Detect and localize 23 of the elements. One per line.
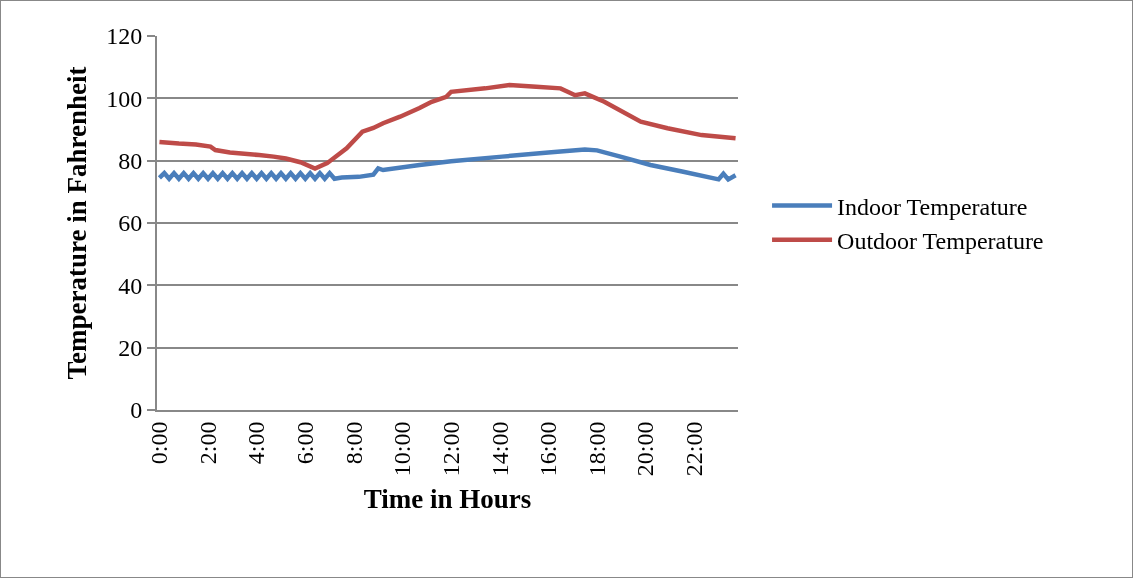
y-tick-label: 0	[130, 397, 143, 424]
x-tick-label: 22:00	[681, 421, 708, 477]
x-tick-label: 4:00	[243, 421, 270, 465]
x-tick-label: 8:00	[340, 421, 367, 465]
x-axis-title: Time in Hours	[363, 484, 532, 515]
x-tick-label: 12:00	[437, 421, 464, 477]
x-tick-label: 14:00	[486, 421, 513, 477]
x-tick-label: 20:00	[632, 421, 659, 477]
y-tick-label: 20	[118, 335, 143, 362]
y-tick-label: 80	[118, 148, 143, 175]
y-tick-label: 60	[118, 210, 143, 237]
y-tick-label: 120	[106, 23, 143, 50]
x-tick-label: 2:00	[194, 421, 221, 465]
legend-label: Indoor Temperature	[837, 193, 1028, 220]
x-tick-label: 6:00	[292, 421, 319, 465]
legend-label: Outdoor Temperature	[837, 228, 1044, 255]
x-tick-label: 16:00	[535, 421, 562, 477]
x-tick-label: 0:00	[146, 421, 173, 465]
y-tick-label: 40	[118, 272, 143, 299]
y-axis-title: Temperature in Fahrenheit	[61, 66, 92, 380]
x-tick-label: 10:00	[389, 421, 416, 477]
x-tick-label: 18:00	[583, 421, 610, 477]
y-tick-label: 100	[106, 85, 143, 112]
